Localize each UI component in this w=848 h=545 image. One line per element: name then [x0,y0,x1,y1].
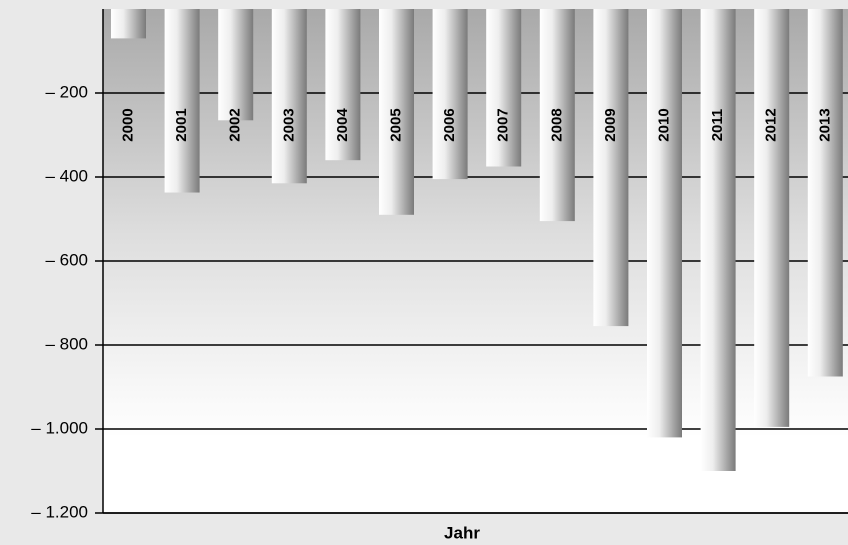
bar [432,9,468,180]
category-label: 2010 [655,108,672,141]
category-label: 2013 [816,108,833,141]
y-tick-label: – 600 [45,250,88,269]
category-label: 2008 [548,108,565,141]
bar [647,9,682,438]
bar [218,9,254,121]
bar [754,9,790,427]
bar [807,9,843,377]
bar [379,9,414,215]
category-label: 2000 [119,108,136,141]
category-label: 2001 [173,108,190,141]
bar [593,9,629,327]
category-label: 2009 [602,108,619,141]
category-label: 2007 [495,108,512,141]
category-label: 2006 [441,108,458,141]
bar [486,9,522,167]
category-label: 2004 [334,108,351,142]
y-tick-label: – 400 [45,166,88,185]
category-label: 2003 [280,108,297,141]
category-label: 2012 [763,108,780,141]
bar [325,9,361,161]
bar [539,9,575,222]
y-tick-label: – 1.000 [31,418,88,437]
y-tick-label: – 1.200 [31,502,88,521]
category-label: 2002 [227,108,244,141]
bar [700,9,736,471]
bar [164,9,200,193]
category-label: 2005 [387,108,404,141]
category-label: 2011 [709,109,726,142]
x-axis-title: Jahr [444,523,480,542]
y-tick-label: – 200 [45,82,88,101]
y-tick-label: – 800 [45,334,88,353]
bar [271,9,307,184]
bar [111,9,146,39]
